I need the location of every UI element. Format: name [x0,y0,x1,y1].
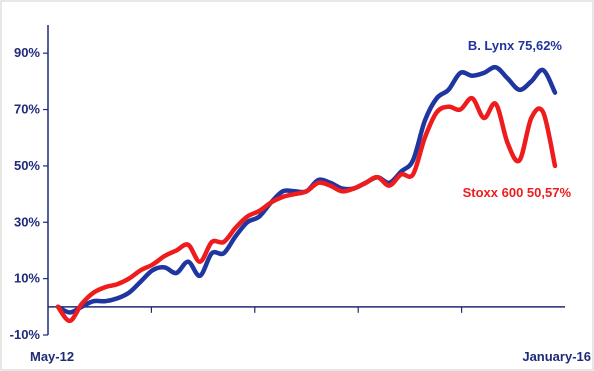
labels-layer: May-12 January-16 B. Lynx 75,62% Stoxx 60… [30,38,591,364]
axes: 90% 70% 50% 30% 10% -10% [10,25,565,342]
y-tick-label: 10% [14,271,40,286]
series-layer [55,64,558,324]
y-tick-label: 30% [14,214,40,229]
series-line-stoxx-600 [55,96,558,324]
x-end-label: January-16 [522,349,591,364]
series-label-stoxx-600: Stoxx 600 50,57% [463,185,572,200]
series-label-b-lynx: B. Lynx 75,62% [468,38,563,53]
x-start-label: May-12 [30,349,74,364]
y-tick-label: 70% [14,102,40,117]
y-tick-label: 90% [14,45,40,60]
y-tick-label: -10% [10,327,41,342]
y-tick-label: 50% [14,158,40,173]
